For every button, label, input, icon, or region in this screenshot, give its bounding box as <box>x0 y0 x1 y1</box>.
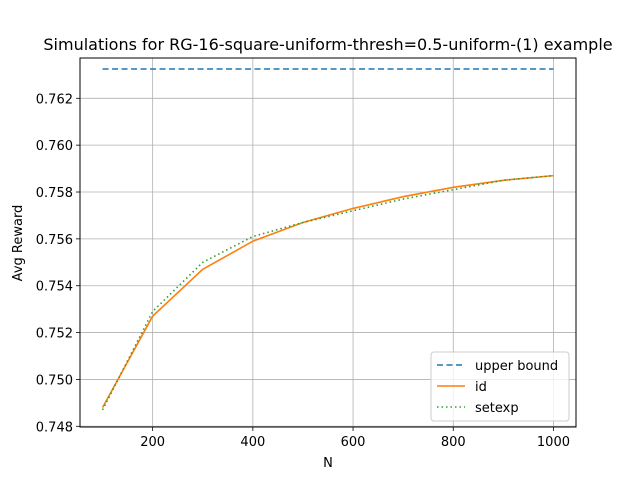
y-tick-label: 0.756 <box>36 233 73 248</box>
legend-box <box>430 351 570 422</box>
series-lines <box>101 68 554 411</box>
x-tick-label: 400 <box>240 435 265 450</box>
y-tick-label: 0.760 <box>36 139 73 154</box>
x-tick-label: 1000 <box>537 435 570 450</box>
x-axis-label: N <box>323 456 333 471</box>
legend: upper bound id setexp <box>430 351 570 422</box>
legend-label: setexp <box>475 401 519 416</box>
y-tick-label: 0.762 <box>36 92 73 107</box>
grid <box>80 58 576 427</box>
y-axis-ticks: 0.748 0.750 0.752 0.754 0.756 0.758 0.760 0.762 <box>36 92 80 435</box>
series-line-setexp <box>101 174 554 411</box>
series-line-id <box>101 174 554 408</box>
y-tick-label: 0.750 <box>36 373 73 388</box>
legend-label: upper bound <box>475 359 558 374</box>
x-tick-label: 600 <box>341 435 366 450</box>
y-axis-label: Avg Reward <box>11 205 26 282</box>
x-tick-label: 200 <box>140 435 165 450</box>
chart-title: Simulations for RG-16-square-uniform-thr… <box>43 35 612 54</box>
x-axis-ticks: 200 400 600 800 1000 <box>140 427 570 450</box>
y-tick-label: 0.748 <box>36 420 73 435</box>
plot-frame <box>79 57 577 428</box>
y-tick-label: 0.754 <box>36 280 73 295</box>
y-tick-label: 0.752 <box>36 327 73 342</box>
y-tick-label: 0.758 <box>36 186 73 201</box>
x-tick-label: 800 <box>441 435 466 450</box>
legend-label: id <box>475 380 487 395</box>
